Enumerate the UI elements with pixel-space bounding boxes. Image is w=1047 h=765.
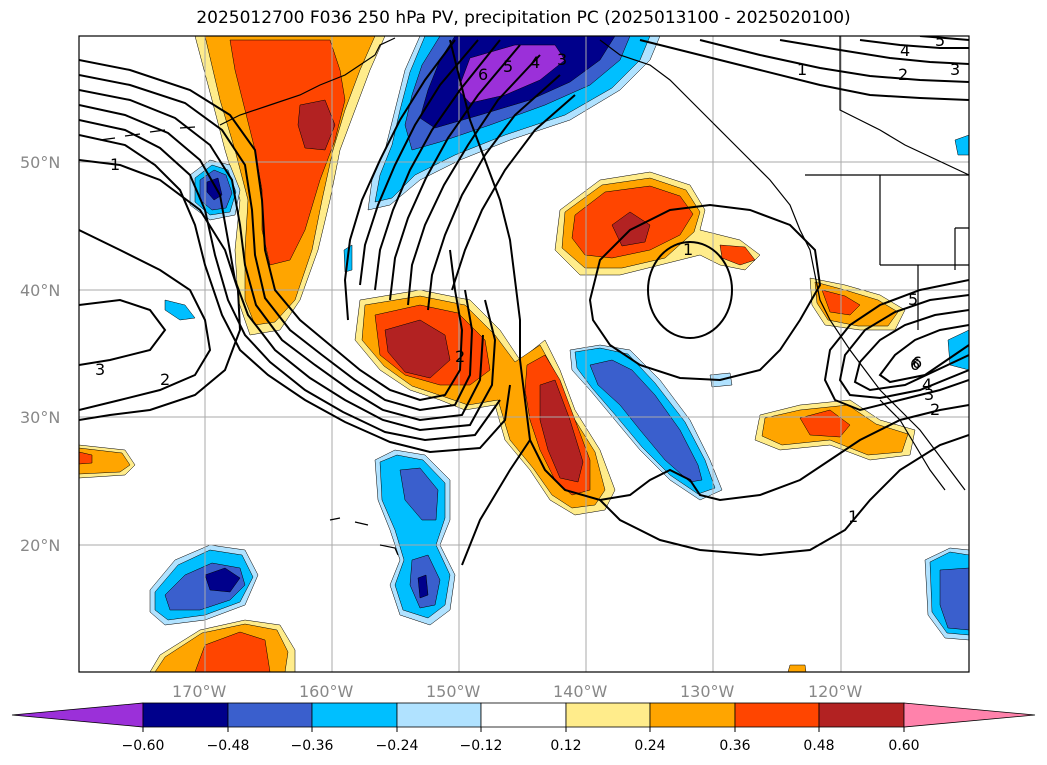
colorbar-cell — [480, 702, 567, 728]
precip-region-neg-small-1-navy — [206, 177, 223, 201]
colorbar-label: 0.36 — [719, 738, 750, 754]
precip-region-hawaii-negative-navy — [417, 574, 429, 599]
coast-alaska — [219, 37, 396, 126]
precip-negative-anomalies — [149, 36, 969, 641]
precip-region-sw-negative-navy — [204, 567, 241, 593]
colorbar — [11, 702, 1036, 728]
precip-positive-anomalies — [79, 36, 916, 672]
border-us-states-2 — [954, 227, 969, 270]
colorbar-label: 0.60 — [888, 738, 919, 754]
contour-label: 2 — [898, 65, 908, 84]
coastlines — [99, 36, 969, 556]
lon-label: 160°W — [299, 682, 354, 701]
contour-label: 1 — [683, 240, 693, 259]
longitude-labels: 170°W 160°W 150°W 140°W 130°W 120°W — [172, 682, 863, 701]
colorbar-label: −0.60 — [122, 738, 165, 754]
colorbar-label: −0.48 — [207, 738, 250, 754]
lat-label: 20°N — [20, 536, 60, 555]
colorbar-label: 0.12 — [550, 738, 581, 754]
contour-label: 3 — [557, 50, 567, 69]
contour-label: 2 — [160, 370, 170, 389]
contour-label: 1 — [110, 155, 120, 174]
lat-label: 40°N — [20, 281, 60, 300]
precip-region-farwest-orange — [79, 447, 131, 475]
colorbar-cell — [734, 702, 820, 728]
colorbar-label: −0.36 — [291, 738, 334, 754]
lat-label: 30°N — [20, 408, 60, 427]
contour-label: 6 — [910, 355, 920, 374]
colorbar-cell — [903, 702, 1036, 728]
precip-region-ec-negative-2 — [954, 134, 969, 156]
precip-region-neg-small-2 — [164, 299, 196, 321]
contour-label: 3 — [924, 385, 934, 404]
precip-region-hawaii-negative-royal — [399, 467, 439, 521]
pv-contour-labels: 6 5 4 3 2 1 1 2 3 4 5 6 3 2 1 1 2 3 4 5 … — [95, 31, 960, 526]
colorbar-cell — [142, 702, 229, 728]
map-content: 6 5 4 3 2 1 1 2 3 4 5 6 3 2 1 1 2 3 4 5 … — [79, 31, 969, 672]
colorbar-cell — [227, 702, 313, 728]
colorbar-label: 0.48 — [803, 738, 834, 754]
contour-label: 1 — [848, 507, 858, 526]
colorbar-label: −0.24 — [376, 738, 419, 754]
colorbar-cell — [11, 702, 144, 728]
lon-label: 150°W — [426, 682, 481, 701]
precip-region-south-red — [194, 631, 271, 672]
precip-region-goa-small — [719, 244, 756, 266]
precip-region-farwest-red — [79, 451, 93, 465]
precip-region-south-small — [787, 664, 807, 672]
colorbar-ticks — [142, 727, 905, 732]
precip-region-nw-core — [297, 99, 336, 151]
colorbar-labels: −0.60 −0.48 −0.36 −0.24 −0.12 0.12 0.24 … — [122, 738, 920, 754]
contour-label: 5 — [908, 290, 918, 309]
precip-region-sub-negative-royal — [589, 359, 703, 483]
figure-title: 2025012700 F036 250 hPa PV, precipitatio… — [196, 8, 851, 28]
lon-label: 130°W — [680, 682, 735, 701]
contour-label: 2 — [455, 347, 465, 366]
contour-label: 3 — [950, 60, 960, 79]
contour-label: 4 — [530, 53, 540, 72]
precip-region-central-core-2 — [539, 379, 584, 483]
contour-label: 6 — [478, 65, 488, 84]
lon-label: 120°W — [808, 682, 863, 701]
colorbar-cell — [649, 702, 736, 728]
colorbar-cell — [396, 702, 482, 728]
colorbar-cell — [311, 702, 398, 728]
colorbar-label: −0.12 — [460, 738, 503, 754]
precip-region-nw-band-red — [229, 39, 346, 266]
latitude-labels: 50°N 40°N 30°N 20°N — [20, 153, 60, 555]
map-frame — [78, 35, 970, 673]
precip-region-ec-negative — [947, 329, 969, 371]
contour-label: 5 — [503, 57, 513, 76]
coast-bc — [599, 39, 966, 491]
colorbar-cell — [818, 702, 905, 728]
colorbar-cell — [565, 702, 651, 728]
lon-label: 140°W — [553, 682, 608, 701]
contour-label: 3 — [95, 360, 105, 379]
precip-region-se-negative-royal — [939, 567, 969, 631]
contour-label: 4 — [900, 41, 910, 60]
contour-label: 2 — [930, 400, 940, 419]
lat-label: 50°N — [20, 153, 60, 172]
pv-contours — [79, 36, 969, 566]
coast-aleutians — [99, 126, 196, 141]
border-alaska-canada — [839, 36, 969, 176]
border-us-states-1 — [879, 175, 969, 330]
colorbar-label: 0.24 — [634, 738, 665, 754]
contour-label: 5 — [935, 31, 945, 50]
hawaii-islands — [329, 517, 399, 556]
coast-baja — [879, 399, 946, 491]
contour-label: 1 — [797, 60, 807, 79]
lon-label: 170°W — [172, 682, 227, 701]
contour-label: 6 — [912, 353, 922, 372]
contour-label: 4 — [922, 375, 932, 394]
precip-region-central-core — [384, 319, 451, 379]
